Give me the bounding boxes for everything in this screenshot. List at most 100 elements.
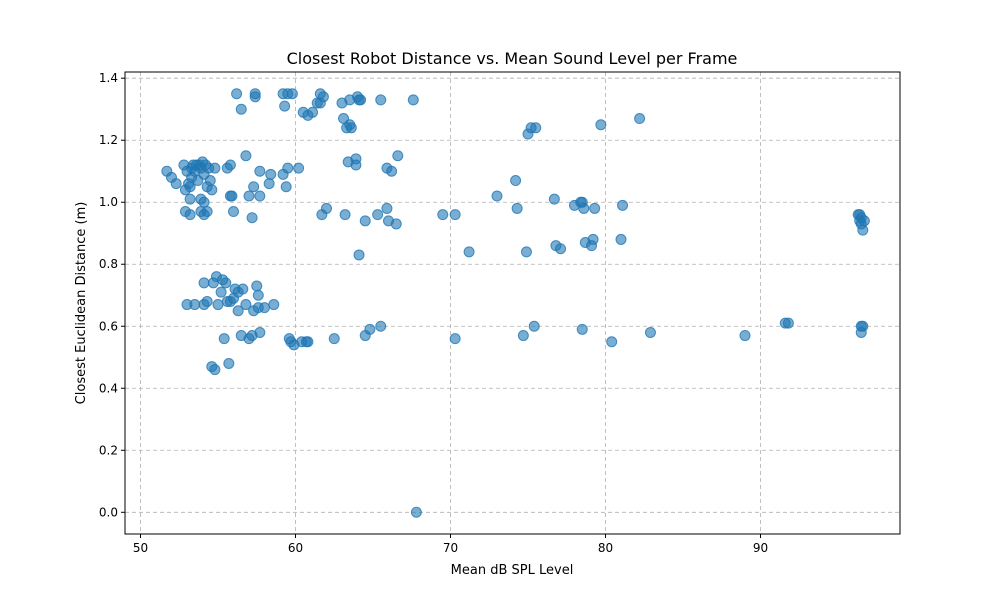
data-point (307, 106, 319, 118)
chart-title: Closest Robot Distance vs. Mean Sound Le… (287, 49, 738, 68)
data-point (392, 150, 404, 162)
x-axis-ticks: 50 60 70 80 90 (133, 534, 768, 555)
data-point (279, 100, 291, 112)
data-point (212, 299, 224, 311)
y-tick-label: 0.8 (99, 257, 118, 271)
data-point (249, 91, 261, 103)
data-point (224, 159, 236, 171)
data-point (209, 162, 221, 174)
data-point (350, 159, 362, 171)
data-point (587, 233, 599, 245)
y-tick-label: 0.2 (99, 443, 118, 457)
data-point (341, 122, 353, 134)
data-point (528, 320, 540, 332)
data-point (372, 209, 384, 221)
data-point (359, 215, 371, 227)
data-point (302, 336, 314, 348)
data-point (449, 333, 461, 345)
y-axis-ticks: 0.0 0.2 0.4 0.6 0.8 1.0 1.2 1.4 (99, 71, 125, 519)
data-point (254, 190, 266, 202)
x-tick-label: 70 (443, 541, 458, 555)
data-point (782, 317, 794, 329)
data-point (511, 202, 523, 214)
data-point (293, 162, 305, 174)
y-tick-label: 0.6 (99, 319, 118, 333)
data-point (615, 233, 627, 245)
data-point (353, 94, 365, 106)
data-point (189, 299, 201, 311)
data-point (410, 506, 422, 518)
data-point (268, 299, 280, 311)
data-point (280, 181, 292, 193)
data-point (491, 190, 503, 202)
y-tick-label: 1.0 (99, 195, 118, 209)
x-tick-label: 80 (598, 541, 613, 555)
data-point (204, 175, 216, 187)
data-point (235, 103, 247, 115)
data-point (317, 91, 329, 103)
data-point (209, 364, 221, 376)
data-point (198, 196, 210, 208)
data-point (576, 323, 588, 335)
data-point (548, 193, 560, 205)
data-point (259, 302, 270, 314)
data-point (237, 283, 249, 295)
data-point (339, 209, 351, 221)
data-point (254, 326, 266, 338)
data-point (617, 199, 629, 211)
data-point (228, 206, 239, 218)
data-point (231, 88, 243, 100)
data-point (375, 94, 387, 106)
data-point (226, 190, 238, 202)
data-point (589, 202, 601, 214)
data-point (215, 286, 227, 298)
data-point (375, 320, 387, 332)
y-tick-label: 1.4 (99, 71, 118, 85)
x-axis-label: Mean dB SPL Level (451, 563, 574, 578)
data-point (251, 280, 263, 292)
data-point (206, 184, 218, 196)
data-point (510, 175, 522, 187)
data-point (220, 277, 232, 289)
data-point (530, 122, 542, 134)
plot-frame (124, 71, 901, 535)
data-point (644, 326, 656, 338)
data-point (386, 165, 398, 177)
data-point (201, 206, 213, 218)
data-point (198, 299, 210, 311)
x-tick-label: 60 (288, 541, 303, 555)
y-tick-label: 1.2 (99, 133, 118, 147)
data-point (855, 326, 867, 338)
data-point (243, 190, 255, 202)
data-point (578, 202, 590, 214)
data-point (282, 162, 294, 174)
data-point (252, 289, 264, 301)
data-point (606, 336, 618, 348)
x-tick-label: 50 (133, 541, 148, 555)
y-axis-label: Closest Euclidean Distance (m) (74, 202, 89, 405)
data-point (265, 168, 277, 180)
data-point (286, 88, 298, 100)
data-point (407, 94, 419, 106)
data-point (170, 178, 182, 190)
data-point (328, 333, 340, 345)
data-point (595, 119, 607, 131)
data-point (353, 249, 365, 261)
data-point (198, 277, 210, 289)
data-point (246, 212, 258, 224)
data-point (248, 181, 260, 193)
data-point (463, 246, 475, 258)
data-point (184, 209, 196, 221)
data-point (555, 243, 567, 255)
data-point (364, 323, 376, 335)
data-point (240, 299, 252, 311)
y-tick-label: 0.4 (99, 381, 118, 395)
data-point (437, 209, 449, 221)
data-point (263, 178, 275, 190)
data-point (218, 333, 230, 345)
data-point (449, 209, 461, 221)
data-points (161, 88, 870, 518)
data-point (254, 165, 266, 177)
data-point (228, 292, 239, 304)
